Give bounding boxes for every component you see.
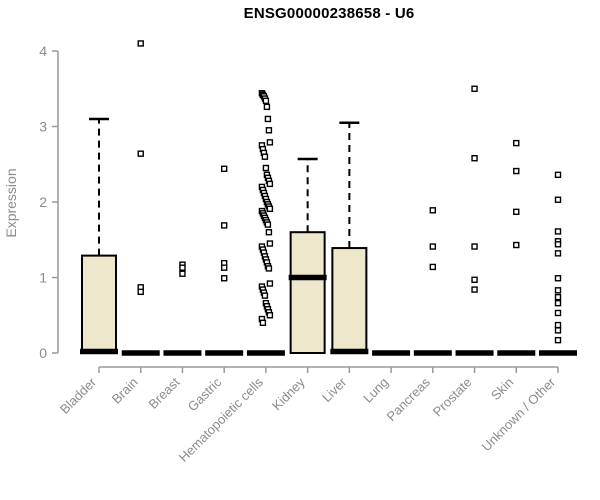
median-gastric [205, 350, 244, 356]
outlier-point-gastric [220, 275, 228, 282]
outlier-point-unknown-other [554, 250, 562, 257]
median-unknown-other [539, 350, 577, 356]
x-tick-label-lung: Lung [360, 375, 391, 406]
outlier-point-hematopoietic-cells [266, 240, 274, 247]
y-tick-label: 3 [39, 119, 47, 135]
outlier-point-gastric [220, 264, 228, 271]
x-tick-label-unknown-other: Unknown / Other [479, 374, 559, 454]
outlier-point-skin [513, 167, 520, 175]
box-kidney [289, 231, 326, 354]
x-tick-label-pancreas: Pancreas [383, 374, 433, 424]
outlier-point-hematopoietic-cells [264, 221, 272, 228]
outlier-point-hematopoietic-cells [261, 292, 269, 299]
median-breast [163, 350, 202, 356]
outlier-point-prostate [471, 276, 478, 283]
outlier-point-hematopoietic-cells [262, 97, 270, 105]
y-tick-label: 2 [39, 194, 47, 210]
outlier-point-pancreas [429, 243, 437, 250]
median-bladder [80, 348, 118, 355]
outlier-point-brain [137, 288, 144, 296]
outlier-point-unknown-other [554, 241, 562, 248]
outlier-point-skin [513, 139, 520, 147]
outlier-point-hematopoietic-cells [265, 265, 273, 272]
median-liver [330, 348, 369, 355]
x-tick-label-prostate: Prostate [430, 375, 475, 420]
outlier-point-skin [513, 208, 520, 216]
y-tick-label: 1 [39, 270, 47, 286]
outlier-point-prostate [471, 85, 478, 92]
median-kidney [288, 274, 327, 281]
outlier-point-breast [179, 264, 186, 271]
median-pancreas [413, 350, 452, 356]
outlier-point-brain [137, 150, 144, 157]
outlier-point-hematopoietic-cells [261, 153, 269, 160]
x-tick-label-bladder: Bladder [57, 374, 100, 417]
outlier-point-unknown-other [554, 336, 562, 344]
outlier-point-unknown-other [554, 299, 562, 307]
x-tick-label-brain: Brain [109, 375, 141, 407]
outlier-point-unknown-other [554, 228, 562, 235]
outlier-point-unknown-other [554, 309, 562, 317]
outlier-point-unknown-other [554, 293, 562, 301]
outlier-point-hematopoietic-cells [263, 103, 271, 111]
outlier-point-prostate [471, 155, 478, 162]
x-tick-label-breast: Breast [145, 374, 182, 411]
outlier-point-prostate [471, 243, 478, 250]
x-tick-label-liver: Liver [319, 374, 350, 405]
y-tick-label: 4 [39, 43, 47, 59]
outlier-point-hematopoietic-cells [264, 115, 272, 123]
outlier-point-hematopoietic-cells [265, 228, 273, 236]
median-lung [372, 350, 411, 356]
outlier-point-gastric [220, 222, 228, 229]
outlier-point-unknown-other [554, 171, 562, 179]
outlier-point-prostate [471, 286, 478, 293]
median-hematopoietic-cells [246, 350, 285, 356]
outlier-point-pancreas [429, 207, 437, 214]
outlier-point-brain [137, 40, 144, 47]
outlier-point-gastric [220, 165, 228, 172]
outlier-point-hematopoietic-cells [265, 127, 273, 134]
outlier-point-pancreas [429, 263, 437, 271]
outlier-point-skin [513, 241, 520, 249]
outlier-point-unknown-other [554, 327, 562, 334]
outlier-point-unknown-other [554, 275, 562, 282]
x-tick-label-kidney: Kidney [269, 374, 308, 413]
median-brain [121, 350, 160, 356]
outlier-point-unknown-other [554, 196, 562, 203]
median-prostate [455, 350, 494, 356]
outlier-point-unknown-other [554, 287, 562, 294]
median-skin [497, 350, 536, 356]
outlier-point-hematopoietic-cells [262, 164, 270, 172]
outlier-point-hematopoietic-cells [266, 312, 274, 319]
box-bladder [81, 254, 117, 354]
box-liver [331, 247, 368, 354]
outlier-point-unknown-other [554, 321, 562, 329]
outlier-point-hematopoietic-cells [266, 280, 274, 287]
outlier-point-hematopoietic-cells [259, 319, 267, 326]
chart-title: ENSG00000238658 - U6 [243, 5, 415, 22]
outlier-point-breast [179, 270, 186, 277]
outlier-point-hematopoietic-cells [266, 139, 274, 146]
y-tick-label: 0 [39, 345, 47, 361]
outlier-point-hematopoietic-cells [266, 180, 274, 188]
outlier-point-hematopoietic-cells [266, 205, 274, 212]
x-tick-label-skin: Skin [488, 375, 516, 403]
x-tick-label-gastric: Gastric [185, 374, 225, 414]
